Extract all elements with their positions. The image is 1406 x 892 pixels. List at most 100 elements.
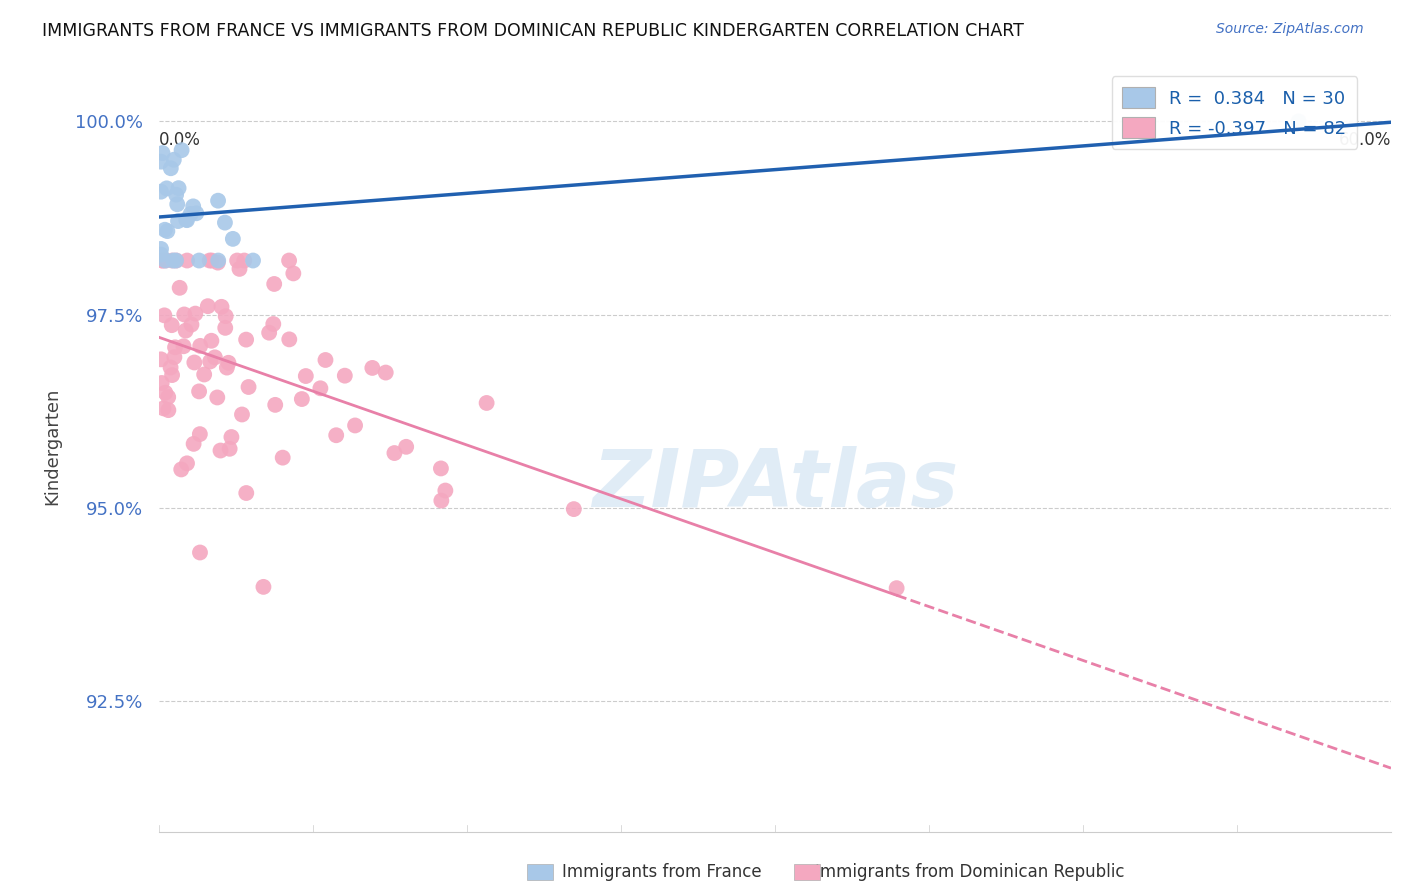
Point xyxy=(150,352,173,367)
Point xyxy=(434,483,457,498)
Point xyxy=(235,486,257,500)
Point xyxy=(344,418,367,433)
Point xyxy=(207,391,229,405)
Point xyxy=(1288,114,1310,128)
Point xyxy=(430,493,453,508)
Point xyxy=(235,333,257,347)
Point xyxy=(163,350,186,364)
Point xyxy=(173,339,195,353)
Point xyxy=(188,545,211,559)
Point xyxy=(200,334,222,348)
Point xyxy=(374,366,396,380)
Point xyxy=(157,403,180,417)
Point xyxy=(325,428,347,442)
Point xyxy=(218,442,240,456)
Point xyxy=(152,253,174,268)
Point xyxy=(314,353,336,368)
Point xyxy=(207,253,229,268)
Text: ZIPAtlas: ZIPAtlas xyxy=(592,446,957,524)
Point xyxy=(183,355,205,369)
Point xyxy=(155,253,177,268)
Point xyxy=(188,427,211,442)
Point xyxy=(155,385,177,400)
Point xyxy=(217,356,239,370)
Point xyxy=(215,360,238,375)
Point xyxy=(278,253,301,268)
Point xyxy=(207,255,229,269)
Point xyxy=(150,242,173,256)
Point xyxy=(271,450,294,465)
Point xyxy=(156,224,179,238)
Point xyxy=(188,384,211,399)
Point xyxy=(150,253,173,268)
Point xyxy=(184,307,207,321)
Point xyxy=(215,309,238,323)
Point xyxy=(150,185,173,199)
Point xyxy=(153,223,176,237)
Point xyxy=(384,446,406,460)
Point xyxy=(176,213,198,227)
Point xyxy=(170,462,193,476)
Point xyxy=(278,332,301,346)
Point xyxy=(160,368,183,382)
Point xyxy=(169,281,191,295)
Point xyxy=(238,380,260,394)
Point xyxy=(193,368,215,382)
Point xyxy=(160,318,183,333)
Point xyxy=(150,154,173,169)
Point xyxy=(204,351,226,365)
Point xyxy=(211,300,233,314)
Point xyxy=(214,216,236,230)
Point xyxy=(170,143,193,157)
Point xyxy=(165,187,187,202)
Text: 60.0%: 60.0% xyxy=(1339,131,1391,149)
Point xyxy=(295,369,318,384)
Point xyxy=(252,580,274,594)
Point xyxy=(162,253,184,268)
Point xyxy=(430,461,453,475)
Text: IMMIGRANTS FROM FRANCE VS IMMIGRANTS FROM DOMINICAN REPUBLIC KINDERGARTEN CORREL: IMMIGRANTS FROM FRANCE VS IMMIGRANTS FRO… xyxy=(42,22,1024,40)
Point xyxy=(221,430,243,444)
Point xyxy=(233,253,256,268)
Point xyxy=(291,392,314,406)
Point xyxy=(165,340,187,354)
Point xyxy=(174,324,197,338)
Point xyxy=(153,309,176,323)
Point xyxy=(231,408,253,422)
Point xyxy=(152,146,174,161)
Point xyxy=(188,339,211,353)
Point xyxy=(180,318,202,332)
Point xyxy=(180,207,202,221)
Point xyxy=(167,181,190,195)
Point xyxy=(209,443,232,458)
Point xyxy=(156,181,179,195)
Point xyxy=(226,253,249,268)
Point xyxy=(361,360,384,375)
Text: Source: ZipAtlas.com: Source: ZipAtlas.com xyxy=(1216,22,1364,37)
Point xyxy=(157,390,180,404)
Point xyxy=(207,194,229,208)
Point xyxy=(333,368,356,383)
Point xyxy=(197,299,219,313)
Point xyxy=(159,360,181,375)
Point xyxy=(152,401,174,416)
Point xyxy=(155,253,177,268)
Point xyxy=(166,197,188,211)
Point xyxy=(475,396,498,410)
Point xyxy=(159,161,181,176)
Point xyxy=(242,253,264,268)
Point xyxy=(263,277,285,291)
Point xyxy=(562,502,585,516)
Point xyxy=(150,247,173,261)
Point xyxy=(176,253,198,268)
Text: Immigrants from France: Immigrants from France xyxy=(562,863,762,881)
Point xyxy=(257,326,280,340)
Legend: R =  0.384   N = 30, R = -0.397   N = 82: R = 0.384 N = 30, R = -0.397 N = 82 xyxy=(1112,77,1357,149)
Point xyxy=(198,253,221,268)
Point xyxy=(201,253,224,268)
Point xyxy=(188,253,211,268)
Point xyxy=(181,199,204,213)
Point xyxy=(214,321,236,335)
Point xyxy=(228,261,250,276)
Point xyxy=(183,437,205,451)
